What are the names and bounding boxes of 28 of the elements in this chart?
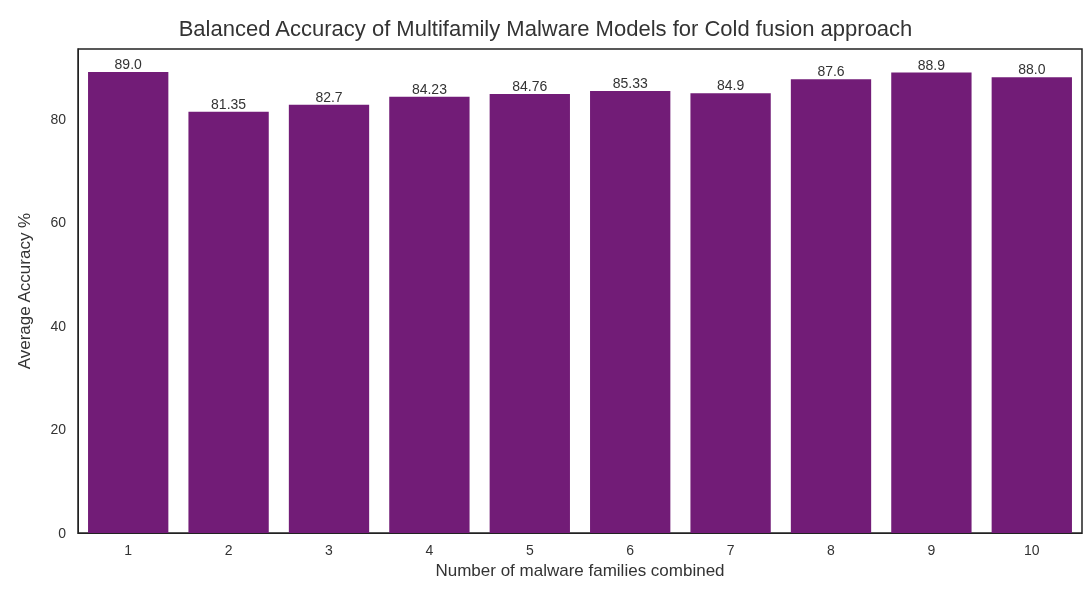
y-tick-label: 20 xyxy=(50,421,67,438)
x-tick-label: 4 xyxy=(425,542,434,559)
x-tick-label: 8 xyxy=(827,542,836,559)
x-tick-label: 9 xyxy=(927,542,936,559)
x-tick-label: 2 xyxy=(224,542,233,559)
data-label: 84.76 xyxy=(512,78,548,95)
x-tick-label: 5 xyxy=(525,542,534,559)
chart-title: Balanced Accuracy of Multifamily Malware Models for Cold fusion approach xyxy=(178,15,913,41)
data-label: 82.7 xyxy=(315,88,343,105)
data-label: 88.9 xyxy=(917,56,946,73)
y-tick-label: 80 xyxy=(50,110,67,127)
x-axis-title: Number of malware families combined xyxy=(435,561,725,580)
x-tick-label: 3 xyxy=(325,542,334,559)
data-label: 84.23 xyxy=(411,80,448,97)
data-label: 81.35 xyxy=(211,95,247,112)
x-tick-label: 7 xyxy=(726,542,735,559)
data-label: 85.33 xyxy=(612,75,648,92)
data-label: 88.0 xyxy=(1018,61,1046,78)
y-axis-title: Average Accuracy % xyxy=(15,212,34,370)
data-label: 87.6 xyxy=(817,63,845,80)
x-tick-label: 10 xyxy=(1024,542,1040,559)
data-label: 84.9 xyxy=(716,77,745,94)
x-tick-label: 6 xyxy=(626,542,635,559)
data-label: 89.0 xyxy=(114,56,143,73)
x-tick-label: 1 xyxy=(124,542,133,559)
y-tick-label: 0 xyxy=(58,525,67,542)
y-tick-label: 40 xyxy=(50,317,67,334)
y-tick-label: 60 xyxy=(50,214,67,231)
